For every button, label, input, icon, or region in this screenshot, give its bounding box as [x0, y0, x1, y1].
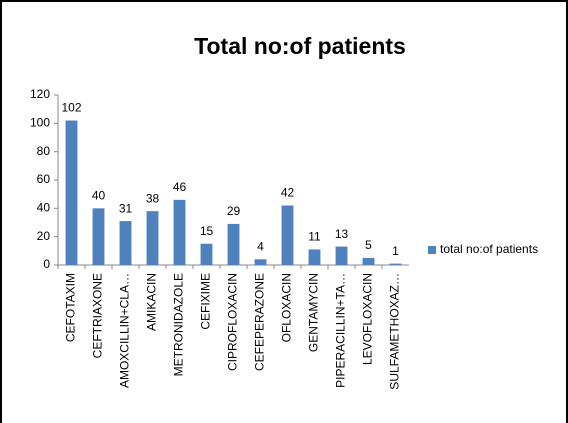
data-label: 46	[173, 180, 187, 194]
x-tick-label: LEVOFLOXACIN	[361, 273, 375, 365]
y-tick-label: 20	[37, 229, 51, 243]
y-tick-label: 60	[37, 172, 51, 186]
y-tick-label: 0	[43, 257, 50, 271]
y-tick-label: 40	[37, 201, 51, 215]
data-label: 31	[119, 201, 133, 215]
bar	[281, 205, 294, 265]
data-label: 1	[392, 244, 399, 258]
x-tick-label: AMOXCILLIN+CLA…	[118, 273, 132, 388]
x-tick-label: METRONIDAZOLE	[172, 273, 186, 376]
y-tick-label: 80	[37, 144, 51, 158]
data-label: 40	[92, 189, 106, 203]
data-label: 102	[61, 101, 81, 115]
x-tick-label: PIPERACILLIN+TA…	[334, 273, 348, 388]
bar	[173, 199, 186, 265]
data-label: 38	[146, 191, 160, 205]
data-label: 4	[257, 240, 264, 254]
x-tick-label: SULFAMETHOXAZ…	[388, 273, 402, 390]
x-tick-label: GENTAMYCIN	[307, 273, 321, 352]
bar	[308, 249, 321, 265]
y-tick-label: 100	[30, 116, 50, 130]
data-label: 29	[227, 204, 241, 218]
bar	[362, 257, 375, 265]
bar	[65, 120, 78, 265]
bar	[92, 208, 105, 265]
legend-swatch	[428, 246, 436, 254]
data-label: 5	[365, 238, 372, 252]
bar	[227, 223, 240, 265]
bar	[119, 221, 132, 265]
x-tick-label: CEFTRIAXONE	[91, 273, 105, 358]
data-label: 13	[335, 227, 349, 241]
data-label: 42	[281, 186, 295, 200]
bar	[389, 263, 402, 265]
bar	[335, 246, 348, 265]
data-label: 15	[200, 224, 214, 238]
x-tick-label: CIPROFLOXACIN	[226, 273, 240, 371]
bar	[254, 259, 267, 265]
x-tick-label: CEFOTAXIM	[64, 273, 78, 342]
bar	[146, 211, 159, 265]
x-tick-label: CEFIXIME	[199, 273, 213, 330]
chart-title: Total no:of patients	[194, 33, 406, 59]
data-label: 11	[308, 230, 321, 244]
legend-label: total no:of patients	[440, 242, 538, 256]
y-tick-label: 120	[30, 87, 50, 101]
x-tick-label: OFLOXACIN	[280, 273, 294, 342]
bar	[200, 243, 213, 265]
x-tick-label: CEFEPERAZONE	[253, 273, 267, 371]
x-tick-label: AMIKACIN	[145, 273, 159, 331]
